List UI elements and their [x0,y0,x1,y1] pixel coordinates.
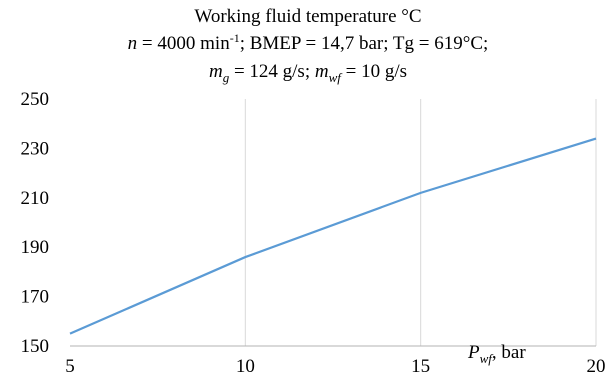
gas-mass-flow-symbol: m [208,61,223,82]
y-tick-label: 170 [21,287,50,308]
gas-mass-flow-subscript: g [222,70,230,85]
rpm-value: = 4000 min [137,33,230,54]
gas-mass-flow-value: = 124 g/s; [229,61,315,82]
x-axis-tick-labels: 5 10 15 20 [65,356,605,377]
y-tick-label: 190 [21,237,50,258]
fluid-mass-flow-subscript: wf [328,70,341,85]
x-tick-label: 20 [587,356,606,377]
rpm-symbol: n [127,33,138,54]
y-tick-label: 150 [21,336,50,357]
chart-subtitle-line-2: mg = 124 g/s; mwf = 10 g/s [0,61,616,85]
x-tick-label: 5 [65,356,75,377]
y-tick-label: 230 [21,138,50,159]
series-line [69,137,597,335]
x-tick-label: 15 [411,356,430,377]
y-tick-label: 250 [21,89,50,110]
grid [244,99,597,346]
x-axis-label: Pwf, bar [467,342,526,366]
x-tick-label: 10 [236,356,255,377]
rpm-exponent: -1 [229,31,240,45]
fluid-mass-flow-symbol: m [314,61,329,82]
y-axis-tick-labels: 250 230 210 190 170 150 [21,89,50,357]
operating-conditions: ; BMEP = 14,7 bar; Tg = 619°C; [239,33,489,54]
y-tick-label: 210 [21,188,50,209]
chart-subtitle-line-1: n = 4000 min-1; BMEP = 14,7 bar; Tg = 61… [0,31,616,55]
fluid-mass-flow-value: = 10 g/s [340,61,408,82]
chart-title: Working fluid temperature °C [194,6,422,27]
